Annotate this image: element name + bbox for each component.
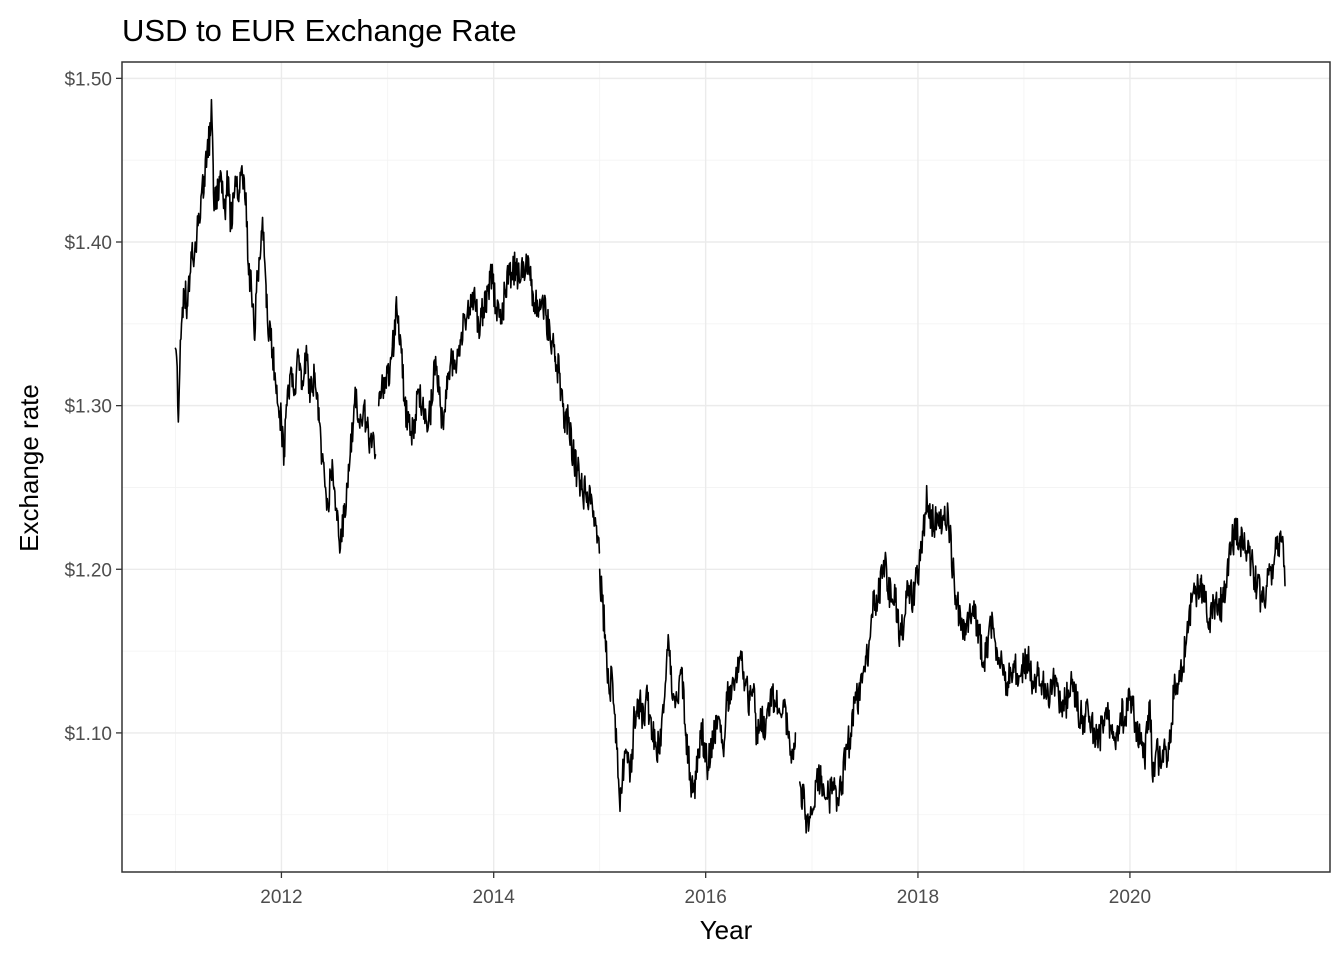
- panel-border: [121, 61, 1331, 873]
- series-layer: [174, 98, 1286, 834]
- y-tick-label: $1.40: [64, 233, 112, 254]
- y-tick-label: $1.10: [64, 724, 112, 745]
- x-tick-label: 2018: [897, 887, 939, 908]
- grid-lines: [122, 62, 1330, 872]
- exchange-rate-series-line: [798, 484, 1286, 834]
- x-tick-label: 2016: [685, 887, 727, 908]
- y-tick-label: $1.30: [64, 397, 112, 418]
- x-tick-label: 2020: [1109, 887, 1151, 908]
- axes: 2012 2014 2016 2018 2020 $1.10 $1.20 $1.30 $1.40…: [64, 69, 1151, 908]
- exchange-rate-series-line: [598, 568, 797, 813]
- x-tick-label: 2014: [473, 887, 516, 908]
- x-axis-title: Year: [700, 915, 753, 945]
- x-tick-label: 2012: [260, 887, 302, 908]
- exchange-rate-series-line: [377, 251, 601, 554]
- y-axis-title: Exchange rate: [14, 384, 44, 552]
- chart-title: USD to EUR Exchange Rate: [122, 13, 517, 48]
- exchange-rate-series-line: [174, 98, 377, 554]
- y-tick-label: $1.20: [64, 560, 112, 581]
- y-tick-label: $1.50: [64, 69, 112, 90]
